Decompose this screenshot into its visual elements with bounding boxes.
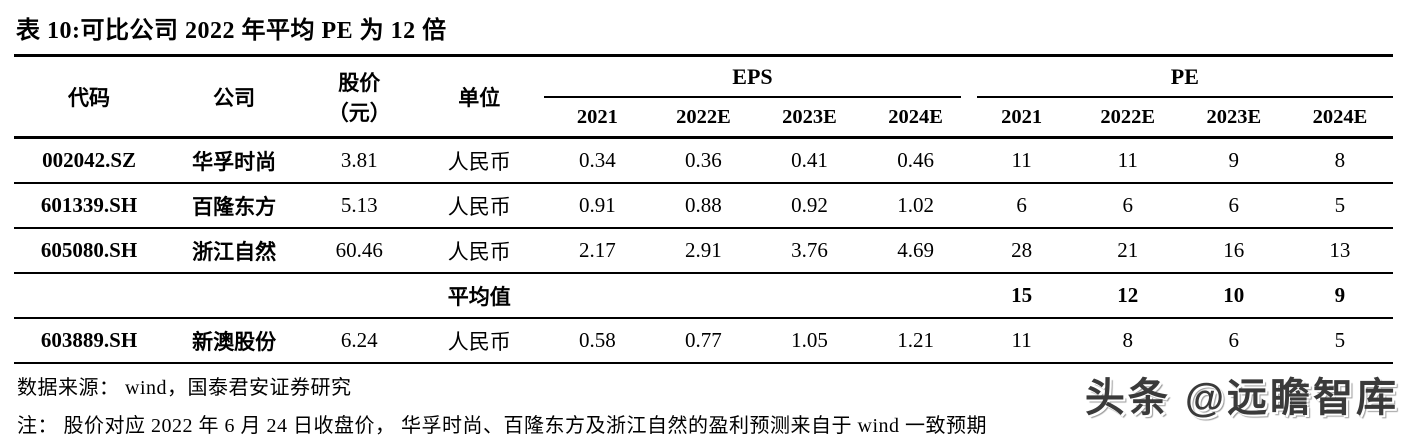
cell-eps-2022e: 0.36: [650, 137, 757, 184]
table-header: 代码 公司 股价 （元） 单位 EPS PE 2021 2022E 2023E …: [14, 57, 1393, 139]
cell-pe-2023e: 6: [1180, 183, 1287, 229]
cell-pe-2021: 11: [968, 137, 1075, 184]
cell-pe-2023e: 9: [1180, 137, 1287, 184]
table-row-xinao: 603889.SH 新澳股份 6.24 人民币 0.58 0.77 1.05 1…: [14, 318, 1393, 364]
cell-company: 浙江自然: [164, 228, 305, 274]
cell-unit: 人民币: [414, 228, 545, 274]
cell-pe-2023e: 16: [1180, 228, 1287, 274]
cell-pe-2024e: 13: [1286, 228, 1393, 274]
col-header-unit: 单位: [414, 57, 545, 139]
group-header-eps: EPS: [544, 57, 968, 98]
cell-eps-2024e: 1.02: [862, 183, 969, 229]
cell-pe-2021: 28: [968, 228, 1075, 274]
cell-empty: [544, 273, 651, 319]
cell-pe-2021: 11: [968, 318, 1075, 364]
eps-year-2024e: 2024E: [862, 98, 969, 139]
cell-eps-2023e: 3.76: [756, 228, 863, 274]
cell-code: 603889.SH: [14, 318, 165, 364]
table-row-bailong: 601339.SH 百隆东方 5.13 人民币 0.91 0.88 0.92 1…: [14, 183, 1393, 229]
cell-price: 3.81: [304, 137, 415, 184]
cell-unit: 人民币: [414, 318, 545, 364]
col-header-company: 公司: [164, 57, 305, 139]
cell-eps-2024e: 0.46: [862, 137, 969, 184]
header-years-row: 2021 2022E 2023E 2024E 2021 2022E 2023E …: [14, 98, 1393, 139]
eps-year-2021: 2021: [544, 98, 651, 139]
cell-empty: [756, 273, 863, 319]
cell-eps-2021: 0.58: [544, 318, 651, 364]
cell-eps-2021: 0.34: [544, 137, 651, 184]
cell-pe-2024e: 8: [1286, 137, 1393, 184]
cell-empty: [14, 273, 165, 319]
cell-pe-2022e: 8: [1074, 318, 1181, 364]
col-header-price: 股价 （元）: [304, 57, 415, 139]
table-row-average: 平均值 15 12 10 9: [14, 273, 1393, 319]
cell-company: 新澳股份: [164, 318, 305, 364]
cell-eps-2021: 2.17: [544, 228, 651, 274]
pe-year-2023e: 2023E: [1180, 98, 1287, 139]
cell-price: 5.13: [304, 183, 415, 229]
cell-pe-2023e: 6: [1180, 318, 1287, 364]
cell-pe-2024e: 5: [1286, 318, 1393, 364]
cell-price: 6.24: [304, 318, 415, 364]
cell-unit: 人民币: [414, 183, 545, 229]
cell-empty: [862, 273, 969, 319]
group-header-pe: PE: [969, 57, 1393, 98]
cell-code: 002042.SZ: [14, 137, 165, 184]
avg-pe-2023e: 10: [1180, 273, 1287, 319]
pe-group-label: PE: [976, 57, 1393, 98]
cell-pe-2022e: 11: [1074, 137, 1181, 184]
cell-price: 60.46: [304, 228, 415, 274]
avg-pe-2022e: 12: [1074, 273, 1181, 319]
avg-pe-2024e: 9: [1286, 273, 1393, 319]
cell-eps-2023e: 0.41: [756, 137, 863, 184]
pe-year-2024e: 2024E: [1286, 98, 1393, 139]
cell-empty: [164, 273, 305, 319]
cell-empty: [304, 273, 415, 319]
cell-eps-2024e: 4.69: [862, 228, 969, 274]
pe-year-2021: 2021: [968, 98, 1075, 139]
cell-eps-2022e: 0.77: [650, 318, 757, 364]
cell-pe-2022e: 6: [1074, 183, 1181, 229]
cell-eps-2022e: 0.88: [650, 183, 757, 229]
watermark-toutiao-yuanzhan: 头条 @远瞻智库: [1084, 376, 1399, 420]
price-header-line1: 股价: [338, 70, 381, 95]
eps-year-2023e: 2023E: [756, 98, 863, 139]
header-group-row: 代码 公司 股价 （元） 单位 EPS PE: [14, 57, 1393, 139]
average-label: 平均值: [414, 273, 545, 319]
cell-code: 605080.SH: [14, 228, 165, 274]
eps-group-label: EPS: [544, 57, 961, 98]
cell-pe-2022e: 21: [1074, 228, 1181, 274]
cell-pe-2021: 6: [968, 183, 1075, 229]
comparable-companies-table: 代码 公司 股价 （元） 单位 EPS PE 2021 2022E 2023E …: [14, 57, 1393, 364]
table-title: 表 10:可比公司 2022 年平均 PE 为 12 倍: [14, 6, 1393, 57]
col-header-code: 代码: [14, 57, 165, 139]
cell-pe-2024e: 5: [1286, 183, 1393, 229]
cell-empty: [650, 273, 757, 319]
cell-eps-2023e: 1.05: [756, 318, 863, 364]
cell-eps-2022e: 2.91: [650, 228, 757, 274]
eps-year-2022e: 2022E: [650, 98, 757, 139]
price-header-line2: （元）: [327, 100, 391, 125]
cell-unit: 人民币: [414, 137, 545, 184]
table-row-zhejiang: 605080.SH 浙江自然 60.46 人民币 2.17 2.91 3.76 …: [14, 228, 1393, 274]
cell-company: 百隆东方: [164, 183, 305, 229]
pe-year-2022e: 2022E: [1074, 98, 1181, 139]
cell-eps-2023e: 0.92: [756, 183, 863, 229]
cell-company: 华孚时尚: [164, 137, 305, 184]
cell-eps-2024e: 1.21: [862, 318, 969, 364]
table-row-huafu: 002042.SZ 华孚时尚 3.81 人民币 0.34 0.36 0.41 0…: [14, 137, 1393, 184]
avg-pe-2021: 15: [968, 273, 1075, 319]
cell-code: 601339.SH: [14, 183, 165, 229]
cell-eps-2021: 0.91: [544, 183, 651, 229]
data-source-line: 数据来源： wind，国泰君安证券研究: [17, 377, 352, 399]
